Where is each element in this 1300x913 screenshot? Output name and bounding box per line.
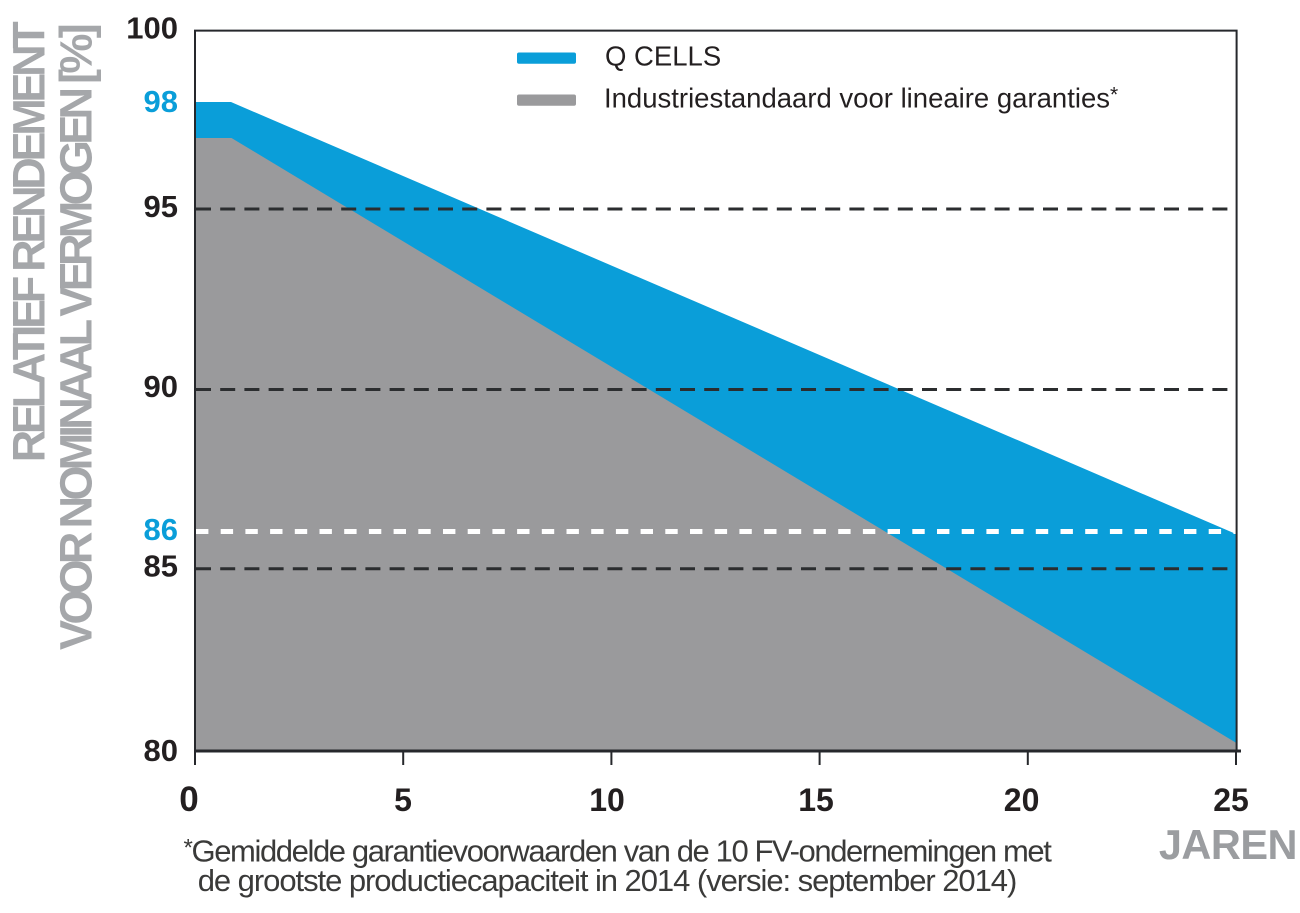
svg-text:10: 10	[589, 782, 625, 818]
svg-text:Q CELLS: Q CELLS	[605, 40, 721, 71]
svg-text:100: 100	[126, 11, 178, 46]
svg-text:85: 85	[144, 548, 178, 583]
svg-text:VOOR NOMINAAL VERMOGEN [%]: VOOR NOMINAAL VERMOGEN [%]	[51, 25, 102, 650]
svg-text:RELATIEF RENDEMENT: RELATIEF RENDEMENT	[4, 22, 55, 463]
svg-text:0: 0	[179, 780, 198, 819]
svg-text:95: 95	[144, 189, 178, 224]
svg-text:80: 80	[144, 733, 178, 768]
svg-text:20: 20	[1004, 782, 1040, 818]
svg-text:JAREN: JAREN	[1159, 821, 1297, 868]
svg-text:25: 25	[1213, 782, 1249, 818]
svg-text:15: 15	[798, 782, 834, 818]
svg-text:90: 90	[144, 369, 178, 404]
svg-text:98: 98	[144, 84, 178, 119]
svg-text:5: 5	[394, 782, 412, 818]
svg-text:*Gemiddelde garantievoorwaarde: *Gemiddelde garantievoorwaarden van de 1…	[184, 834, 1053, 869]
svg-text:de grootste productiecapacitei: de grootste productiecapaciteit in 2014 …	[198, 863, 1017, 898]
svg-text:Industriestandaard voor lineai: Industriestandaard voor lineaire garanti…	[604, 83, 1118, 114]
svg-text:86: 86	[144, 512, 178, 547]
